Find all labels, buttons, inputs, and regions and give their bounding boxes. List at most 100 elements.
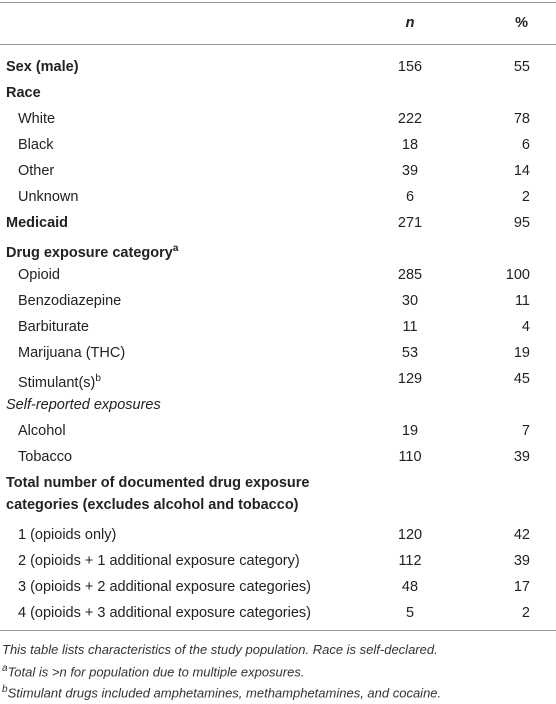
rule bbox=[0, 2, 556, 3]
label-line: Total number of documented drug exposure bbox=[6, 475, 310, 491]
header-pct: % bbox=[515, 15, 528, 31]
row-label: Alcohol bbox=[18, 418, 66, 444]
table-row: Opioid 285 100 bbox=[0, 262, 556, 288]
cell-n: 53 bbox=[401, 345, 419, 361]
cell-pct: 19 bbox=[513, 345, 530, 361]
cell-n: 11 bbox=[402, 319, 418, 335]
table-row: Black 18 6 bbox=[0, 132, 556, 158]
cell-pct: 7 bbox=[521, 423, 530, 439]
row-label: Medicaid bbox=[6, 210, 68, 236]
row-label: Benzodiazepine bbox=[18, 288, 121, 314]
table-row: Marijuana (THC) 53 19 bbox=[0, 340, 556, 366]
footnote: This table lists characteristics of the … bbox=[2, 642, 438, 657]
row-label: 2 (opioids + 1 additional exposure categ… bbox=[18, 548, 300, 574]
label-line: Benzodiazepine bbox=[18, 293, 122, 309]
cell-pct: 100 bbox=[505, 267, 530, 283]
row-label: White bbox=[18, 106, 55, 132]
cell-n: 156 bbox=[397, 59, 423, 75]
footnote: aTotal is >n for population due to multi… bbox=[2, 663, 304, 679]
label-line: Medicaid bbox=[6, 215, 69, 231]
label-line: 4 (opioids + 3 additional exposure categ… bbox=[18, 605, 312, 621]
cell-pct: 95 bbox=[513, 215, 530, 231]
cell-pct: 39 bbox=[513, 553, 530, 569]
row-label: Race bbox=[6, 80, 41, 106]
row-label: Other bbox=[18, 158, 54, 184]
row-label: Self-reported exposures bbox=[6, 392, 161, 418]
rule bbox=[0, 630, 556, 631]
cell-n: 48 bbox=[401, 579, 419, 595]
rule bbox=[0, 44, 556, 45]
label-line: White bbox=[18, 111, 56, 127]
footnote-text: This table lists characteristics of the … bbox=[2, 642, 438, 657]
row-label: 4 (opioids + 3 additional exposure categ… bbox=[18, 600, 311, 626]
cell-n: 110 bbox=[398, 449, 422, 465]
table-row: Barbiturate 11 4 bbox=[0, 314, 556, 340]
label-line: Self-reported exposures bbox=[6, 397, 161, 413]
cell-n: 39 bbox=[401, 163, 419, 179]
cell-n: 5 bbox=[405, 605, 415, 621]
table-row: Unknown 6 2 bbox=[0, 184, 556, 210]
label-line: Marijuana (THC) bbox=[18, 345, 126, 361]
cell-pct: 14 bbox=[513, 163, 530, 179]
label-line: Tobacco bbox=[18, 449, 73, 465]
row-label: 1 (opioids only) bbox=[18, 522, 116, 548]
cell-n: 222 bbox=[397, 111, 423, 127]
row-label: Black bbox=[18, 132, 53, 158]
cell-n: 6 bbox=[405, 189, 415, 205]
label-line: Alcohol bbox=[18, 423, 66, 439]
row-label: Opioid bbox=[18, 262, 60, 288]
label-line: Black bbox=[18, 137, 54, 153]
row-label: Stimulant(s)b bbox=[18, 366, 101, 396]
table-row: 1 (opioids only) 120 42 bbox=[0, 522, 556, 548]
table-row: Medicaid 271 95 bbox=[0, 210, 556, 236]
row-label: Total number of documented drug exposure… bbox=[6, 472, 309, 516]
table-row: Benzodiazepine 30 11 bbox=[0, 288, 556, 314]
table-row: Drug exposure categorya bbox=[0, 236, 556, 262]
cell-n: 30 bbox=[401, 293, 419, 309]
cell-pct: 17 bbox=[513, 579, 530, 595]
footnote-text: Total is >n for population due to multip… bbox=[7, 664, 305, 680]
label-line: Race bbox=[6, 85, 41, 101]
cell-pct: 2 bbox=[521, 605, 530, 621]
label-line: Opioid bbox=[18, 267, 60, 283]
cell-n: 271 bbox=[397, 215, 423, 231]
label-line: Stimulant(s)b bbox=[18, 373, 101, 391]
cell-n: 120 bbox=[397, 527, 423, 543]
table-row: 2 (opioids + 1 additional exposure categ… bbox=[0, 548, 556, 574]
row-label: Sex (male) bbox=[6, 54, 79, 80]
cell-pct: 42 bbox=[513, 527, 530, 543]
header-n: n bbox=[405, 15, 415, 31]
table-row: White 222 78 bbox=[0, 106, 556, 132]
cell-n: 18 bbox=[401, 137, 419, 153]
footnote: bStimulant drugs included amphetamines, … bbox=[2, 684, 441, 700]
cell-n: 19 bbox=[401, 423, 419, 439]
row-label: Drug exposure categorya bbox=[6, 236, 178, 266]
cell-pct: 2 bbox=[521, 189, 530, 205]
table-row: Stimulant(s)b 129 45 bbox=[0, 366, 556, 392]
table-row: 4 (opioids + 3 additional exposure categ… bbox=[0, 600, 556, 626]
footnote-text: Stimulant drugs included amphetamines, m… bbox=[7, 685, 442, 701]
cell-pct: 4 bbox=[521, 319, 530, 335]
label-line: categories (excludes alcohol and tobacco… bbox=[6, 497, 299, 513]
superscript: a bbox=[172, 243, 179, 254]
table-row: Race bbox=[0, 80, 556, 106]
footnote-marker: a bbox=[2, 663, 8, 674]
cell-n: 112 bbox=[398, 553, 422, 569]
cell-pct: 39 bbox=[513, 449, 530, 465]
header-row: n % bbox=[0, 12, 556, 34]
cell-pct: 6 bbox=[521, 137, 530, 153]
label-line: 1 (opioids only) bbox=[18, 527, 117, 543]
label-line: 3 (opioids + 2 additional exposure categ… bbox=[18, 579, 312, 595]
cell-n: 129 bbox=[397, 371, 423, 387]
cell-pct: 55 bbox=[513, 59, 530, 75]
cell-n: 285 bbox=[397, 267, 423, 283]
table-row: Tobacco 110 39 bbox=[0, 444, 556, 470]
label-line: Drug exposure categorya bbox=[6, 243, 179, 261]
row-label: Marijuana (THC) bbox=[18, 340, 125, 366]
footnote-marker: b bbox=[2, 684, 8, 695]
row-label: Unknown bbox=[18, 184, 78, 210]
label-line: Barbiturate bbox=[18, 319, 89, 335]
cell-pct: 45 bbox=[513, 371, 530, 387]
row-label: Barbiturate bbox=[18, 314, 89, 340]
